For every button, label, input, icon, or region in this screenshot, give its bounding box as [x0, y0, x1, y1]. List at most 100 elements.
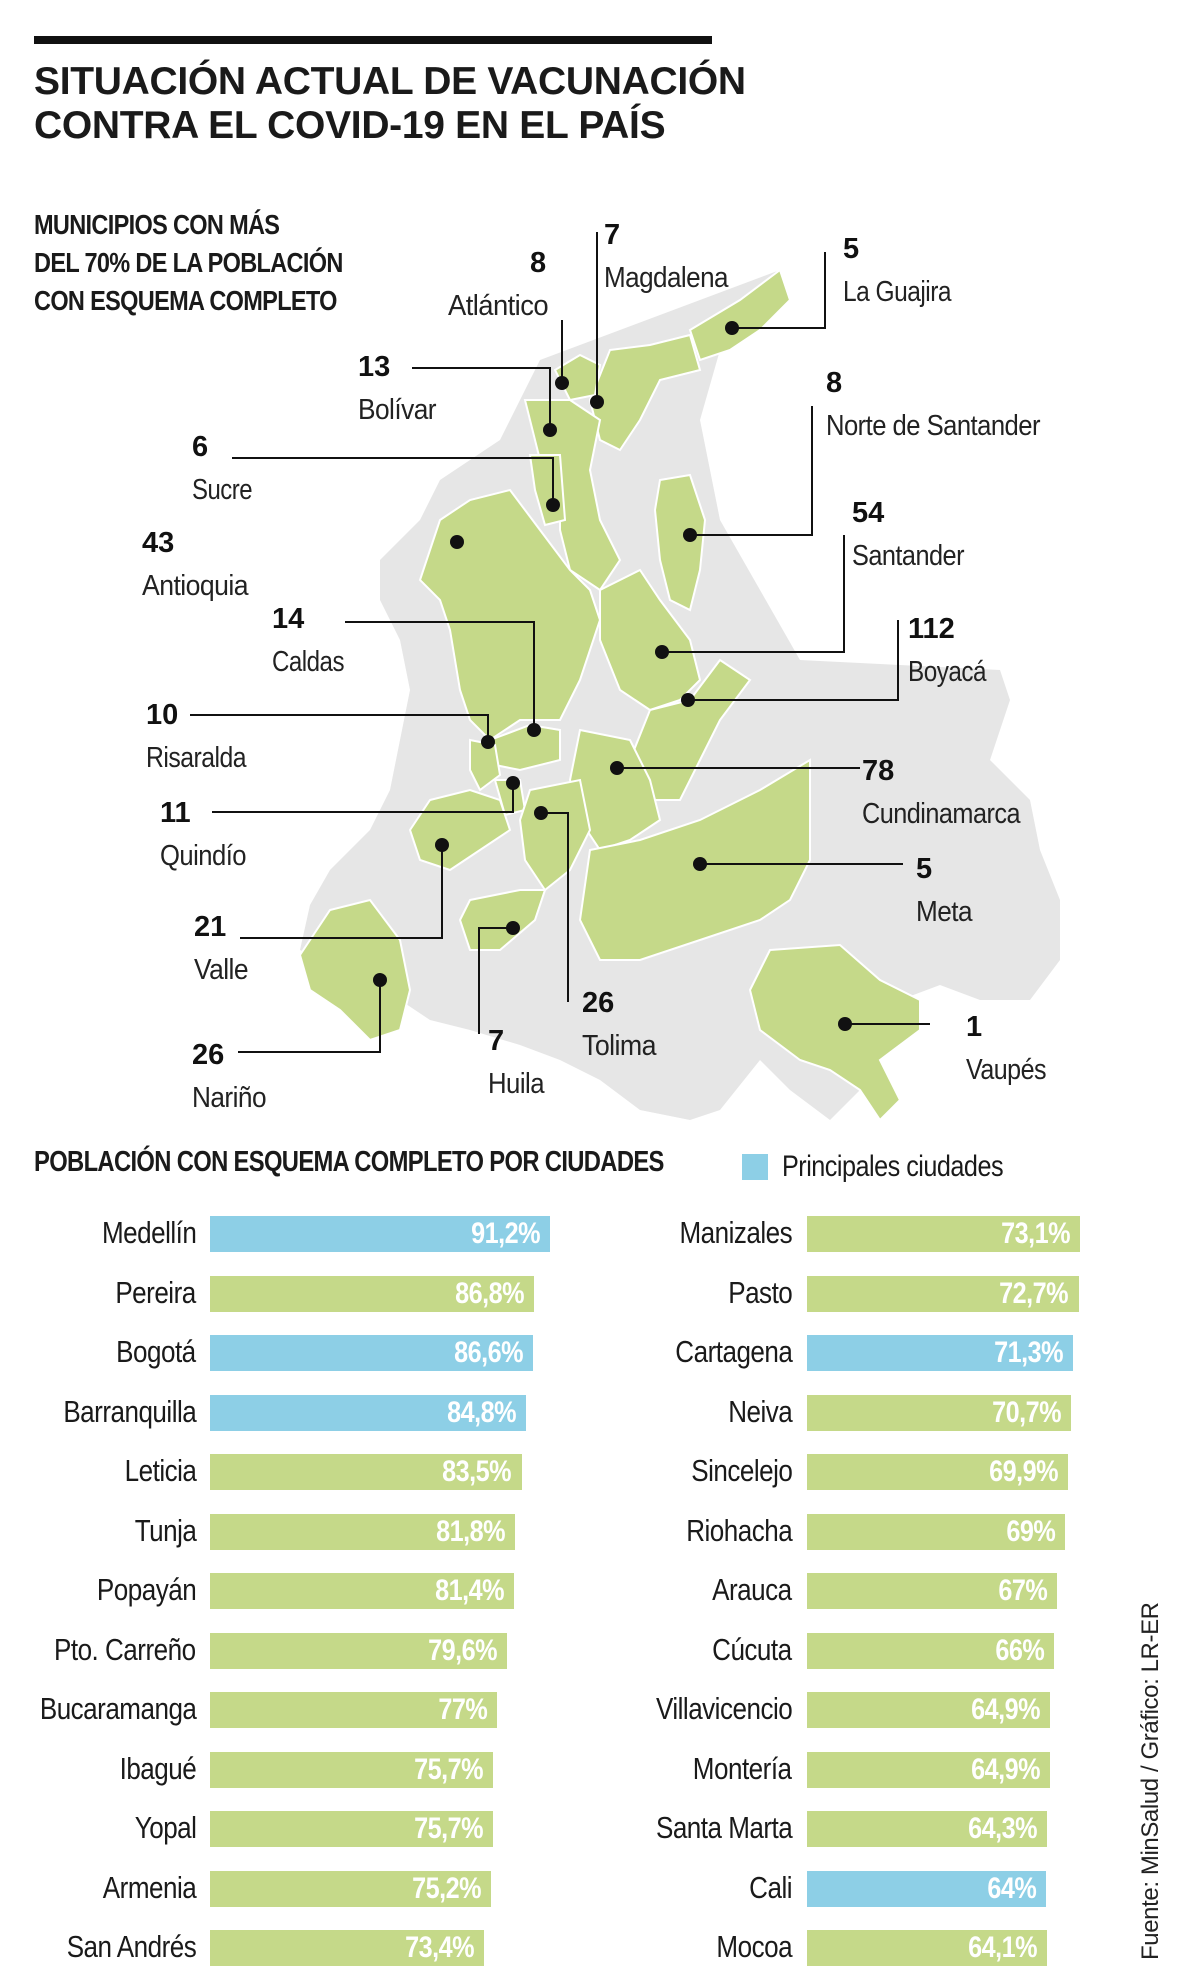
bar-value-label: 75,2% [411, 1871, 481, 1905]
name-bolivar: Bolívar [358, 394, 437, 426]
leader-huila [478, 927, 513, 1034]
region-valle [408, 788, 512, 872]
count-cundinamarca: 78 [862, 755, 894, 787]
city-label: Medellín [0, 1214, 197, 1252]
city-label: Pto. Carreño [0, 1631, 196, 1669]
top-rule [34, 36, 712, 44]
city-name: Riohacha [686, 1512, 793, 1548]
bar-fill: 72,7% [807, 1275, 1079, 1312]
city-name: Tunja [134, 1512, 196, 1548]
leader-valle [240, 845, 443, 939]
count-sucre: 6 [192, 431, 208, 463]
dot-sucre [546, 498, 560, 512]
count-la-guajira: 5 [843, 233, 859, 265]
bar-fill: 64,9% [807, 1751, 1050, 1788]
city-label: Tunja [0, 1512, 196, 1550]
city-label: Montería [0, 1750, 792, 1788]
leader-quindio [212, 783, 514, 813]
bar-value-label: 67% [998, 1574, 1048, 1607]
name-narino: Nariño [192, 1082, 266, 1114]
leader-norte [690, 406, 813, 536]
leader-risaralda [190, 714, 489, 742]
bar-value-label: 71,3% [994, 1336, 1064, 1369]
count-vaupes: 1 [966, 1011, 982, 1043]
city-label: Manizales [0, 1214, 792, 1252]
bar-value-label: 81,4% [434, 1574, 504, 1607]
count-huila: 7 [488, 1025, 504, 1057]
city-name: Pasto [727, 1274, 793, 1310]
city-label: Pereira [0, 1274, 197, 1312]
bar-value-label: 81,8% [436, 1514, 506, 1548]
bar-fill: 83,5% [210, 1454, 522, 1490]
bar-fill: 67% [807, 1573, 1058, 1609]
bar-fill: 73,4% [210, 1930, 485, 1966]
colombia-map: 8 Atlántico 7 Magdalena 5 La Guajira 13 … [142, 219, 1060, 1122]
name-cundinamarca: Cundinamarca [862, 798, 1021, 830]
city-name: Leticia [124, 1453, 196, 1488]
dot-vaupes [838, 1017, 852, 1031]
count-boyaca: 112 [908, 613, 955, 645]
bar-barranquilla: 84,8% [210, 1393, 527, 1431]
bar-value-label: 64% [987, 1871, 1037, 1905]
map-section-title: MUNICIPIOS CON MÁS DEL 70% DE LA POBLACI… [34, 206, 343, 320]
dot-risaralda [481, 735, 495, 749]
city-label: Ibagué [0, 1750, 196, 1788]
bar-value-label: 66% [994, 1633, 1044, 1667]
city-name: Bucaramanga [39, 1691, 196, 1726]
bar-value-label: 64,9% [970, 1752, 1040, 1786]
city-label: Villavicencio [0, 1690, 793, 1728]
bar-value-label: 75,7% [413, 1752, 483, 1786]
dot-bolivar [543, 423, 557, 437]
bar-bogot-: 86,6% [210, 1333, 533, 1371]
count-caldas: 14 [272, 603, 304, 635]
bar-popay-n: 81,4% [210, 1571, 514, 1609]
name-boyaca: Boyacá [908, 656, 987, 688]
city-label: Cartagena [0, 1333, 793, 1371]
city-label: Bucaramanga [0, 1690, 196, 1728]
city-label: Yopal [0, 1809, 196, 1847]
count-norte: 8 [826, 367, 842, 399]
city-name: Barranquilla [63, 1393, 196, 1429]
bar-fill: 69% [807, 1513, 1065, 1550]
city-label: Cali [0, 1869, 792, 1907]
bar-cali: 64% [807, 1869, 1047, 1907]
region-antioquia [418, 488, 602, 742]
city-name: Santa Marta [655, 1810, 793, 1845]
bar-pasto: 72,7% [807, 1274, 1079, 1312]
bar-ibagu-: 75,7% [210, 1750, 493, 1788]
bar-value-label: 64,3% [968, 1812, 1038, 1845]
city-name: Cúcuta [712, 1631, 793, 1667]
dot-santander [655, 645, 669, 659]
bar-fill: 84,8% [210, 1394, 527, 1431]
title-line-1: SITUACIÓN ACTUAL DE VACUNACIÓN [34, 60, 746, 103]
bar-fill: 86,6% [210, 1335, 533, 1371]
cities-section-title: POBLACIÓN CON ESQUEMA COMPLETO POR CIUDA… [34, 1146, 664, 1178]
dot-cundinamarca [610, 761, 624, 775]
leader-caldas [345, 621, 535, 730]
bar-fill: 81,8% [210, 1513, 516, 1550]
region-santander [599, 568, 702, 712]
map-labels: 8 Atlántico 7 Magdalena 5 La Guajira 13 … [142, 219, 1047, 1114]
bar-santa-marta: 64,3% [807, 1809, 1048, 1847]
bar-fill: 79,6% [210, 1632, 508, 1669]
bar-yopal: 75,7% [210, 1809, 493, 1847]
name-risaralda: Risaralda [146, 742, 247, 774]
city-label: Mocoa [0, 1928, 792, 1966]
city-name: Manizales [679, 1215, 792, 1250]
name-norte: Norte de Santander [826, 410, 1041, 442]
bar-monter-a: 64,9% [807, 1750, 1050, 1788]
region-norte-de-santander [653, 473, 707, 612]
name-quindio: Quindío [160, 840, 246, 872]
name-tolima: Tolima [582, 1030, 657, 1062]
region-huila [458, 889, 547, 951]
leader-narino [238, 980, 381, 1053]
bar-value-label: 69% [1005, 1514, 1055, 1548]
leader-la-guajira [732, 252, 826, 329]
city-name: Neiva [727, 1393, 793, 1429]
dot-atlantico [555, 376, 569, 390]
city-name: Cartagena [674, 1334, 793, 1369]
bar-neiva: 70,7% [807, 1393, 1072, 1431]
city-label: Barranquilla [0, 1393, 196, 1431]
title-line-2: CONTRA EL COVID-19 EN EL PAÍS [34, 104, 666, 147]
